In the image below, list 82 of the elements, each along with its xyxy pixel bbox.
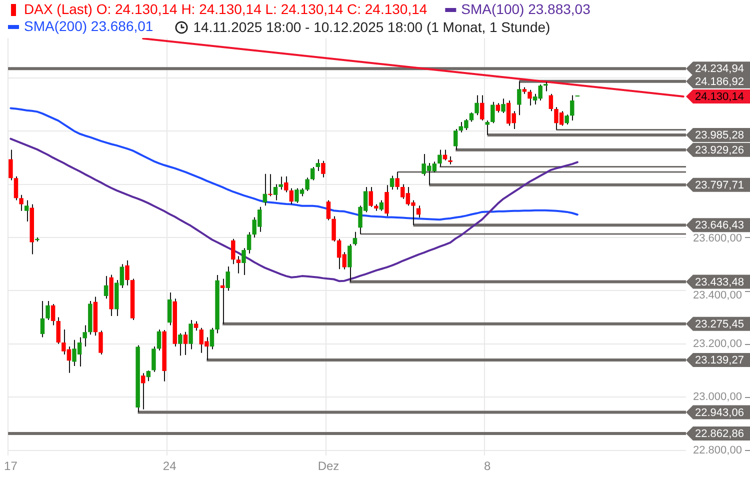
candlestick: [348, 244, 352, 282]
candlestick: [416, 205, 421, 218]
candlestick: [321, 160, 326, 178]
candlestick: [570, 94, 574, 121]
candlestick: [453, 128, 458, 150]
ref-line-label: 23.275,45: [695, 318, 744, 330]
x-tick-label: 24: [162, 459, 177, 474]
x-tick-label: 17: [4, 459, 18, 474]
ref-line-label: 24.186,92: [695, 76, 744, 88]
candlestick: [98, 330, 103, 356]
candlestick: [194, 320, 198, 332]
candlestick: [188, 319, 193, 350]
candlestick: [544, 81, 548, 92]
candlestick: [268, 174, 272, 197]
ref-line-label: 23.797,71: [695, 179, 744, 192]
candlestick: [8, 149, 13, 181]
candlestick: [46, 300, 50, 320]
candlestick: [352, 231, 358, 246]
candlestick: [231, 238, 236, 265]
ref-line-label: 23.929,26: [695, 144, 744, 156]
candlestick: [236, 256, 241, 274]
candlestick: [156, 329, 162, 352]
candlestick: [442, 149, 448, 161]
candlestick: [438, 149, 442, 168]
candlestick: [310, 166, 315, 181]
candlestick: [242, 248, 246, 276]
candlestick: [152, 346, 156, 372]
legend-label: SMA(200) 23.686,01: [24, 18, 154, 34]
candlestick: [183, 331, 188, 356]
candlestick: [480, 94, 484, 121]
candlestick: [56, 316, 60, 344]
candlestick: [40, 300, 45, 338]
y-tick-label: 23.000,00: [693, 391, 742, 404]
candlestick: [316, 158, 320, 172]
ref-line-label: 23.139,27: [695, 354, 744, 367]
candlestick: [50, 303, 56, 326]
candlestick: [104, 276, 108, 300]
candlestick: [146, 370, 151, 382]
y-tick-label: 23.600,00: [693, 232, 742, 245]
candlestick: [305, 177, 310, 192]
candlestick: [262, 173, 268, 206]
x-tick-label: Dez: [318, 459, 340, 474]
text: 14.11.2025 18:00 - 10.12.2025 18:00 (1 Monat, 1 Stunde): [193, 19, 550, 35]
candlestick: [326, 200, 331, 221]
candlestick: [368, 186, 373, 208]
candlestick: [284, 176, 288, 193]
y-tick-label: 22.800,00: [693, 444, 742, 456]
candlestick: [474, 94, 479, 116]
candlestick: [395, 172, 400, 190]
legend-label: SMA(100) 23.883,03: [461, 0, 591, 17]
candlestick: [141, 372, 146, 410]
candlestick: [490, 101, 495, 124]
ref-line-label: 23.985,28: [695, 130, 744, 142]
data-label: 24.130,14: [695, 91, 744, 104]
ref-line-label: 24.234,94: [695, 63, 744, 76]
candlestick: [178, 332, 182, 356]
candlestick: [379, 200, 384, 212]
candlestick: [496, 102, 500, 113]
candlestick: [210, 327, 214, 350]
ref-line-label: 23.433,48: [695, 276, 744, 288]
candlestick: [125, 260, 130, 286]
candlestick: [390, 175, 394, 190]
ref-line-label: 22.862,86: [695, 428, 744, 440]
y-tick-label: 23.400,00: [693, 289, 742, 302]
candlestick: [564, 114, 569, 125]
candlestick: [548, 93, 554, 112]
candlestick: [24, 200, 29, 222]
candlestick: [517, 80, 522, 116]
candlestick: [501, 98, 506, 114]
ref-line-label: 22.943,06: [695, 406, 744, 419]
legend-label: DAX (Last) O: 24.130,14 H: 24.130,14 L: 24.130,14 C: 24.130,14: [24, 0, 428, 17]
candlestick: [246, 232, 252, 254]
candlestick: [14, 176, 18, 201]
candlestick: [528, 89, 532, 106]
x-tick-label: 8: [484, 459, 492, 474]
candlestick: [167, 292, 172, 326]
ref-line-label: 23.646,43: [695, 220, 744, 232]
candlestick: [19, 194, 24, 212]
candlestick: [289, 188, 294, 205]
candlestick: [332, 216, 336, 242]
y-tick-label: 23.200,00: [693, 338, 742, 350]
candlestick: [384, 184, 389, 217]
